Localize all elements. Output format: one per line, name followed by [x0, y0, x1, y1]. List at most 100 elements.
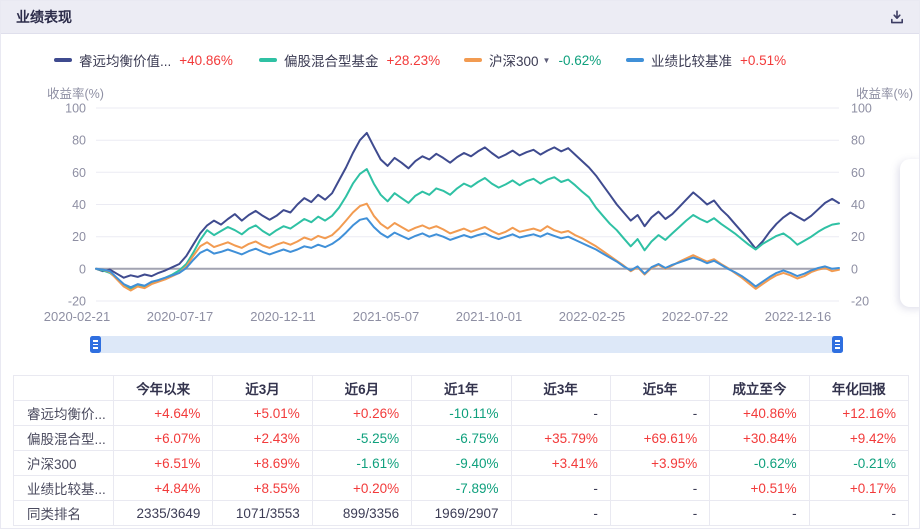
legend-series-name: 沪深300: [489, 54, 539, 69]
legend-series-return: -0.62%: [558, 52, 602, 68]
legend-line-marker: [464, 58, 482, 62]
svg-text:2022-07-22: 2022-07-22: [662, 309, 729, 324]
table-row: 睿远均衡价... +4.64% +5.01% +0.26% -10.11% - - +40.8…: [13, 400, 910, 426]
column-header: 近1年: [411, 375, 512, 401]
legend-series-name: 睿远均衡价值...: [79, 54, 172, 69]
value-cell: -0.62%: [709, 450, 810, 476]
value-cell: -: [808, 500, 910, 526]
svg-text:2022-02-25: 2022-02-25: [559, 309, 626, 324]
value-cell: -: [510, 400, 611, 426]
datazoom-handle-right[interactable]: [832, 336, 843, 353]
legend-item-4[interactable]: 业绩比较基准 +0.51%: [626, 52, 787, 69]
value-cell: 899/3356: [311, 500, 413, 526]
value-cell: -7.89%: [411, 475, 512, 501]
download-button[interactable]: [888, 8, 906, 26]
value-cell: -: [609, 400, 711, 426]
value-cell: +40.86%: [709, 400, 810, 426]
legend-series-return: +40.86%: [179, 52, 233, 68]
column-header: 近6月: [311, 375, 413, 401]
legend-item-2[interactable]: 偏股混合型基金 +28.23%: [259, 52, 441, 69]
legend-item-1[interactable]: 睿远均衡价值... +40.86%: [54, 52, 233, 69]
value-cell: +8.69%: [212, 450, 313, 476]
value-cell: -0.21%: [808, 450, 910, 476]
svg-text:0: 0: [79, 262, 86, 276]
value-cell: +3.41%: [510, 450, 611, 476]
value-cell: +8.55%: [212, 475, 313, 501]
value-cell: +5.01%: [212, 400, 313, 426]
y-axis-title-right: 收益率(%): [856, 87, 913, 101]
svg-text:-20: -20: [851, 295, 869, 309]
svg-text:80: 80: [72, 134, 86, 148]
svg-text:100: 100: [851, 102, 872, 116]
legend-series-return: +0.51%: [740, 52, 787, 68]
performance-table: 今年以来 近3月 近6月 近1年 近3年 近5年 成立至今 年化回报 睿远均衡价... +4.6…: [13, 375, 910, 526]
table-row: 业绩比较基... +4.84% +8.55% +0.20% -7.89% - - +0.51%…: [13, 475, 910, 501]
download-icon: [891, 10, 903, 24]
value-cell: -6.75%: [411, 425, 512, 451]
value-cell: +6.51%: [112, 450, 214, 476]
value-cell: +0.26%: [311, 400, 413, 426]
value-cell: -5.25%: [311, 425, 413, 451]
datazoom-track[interactable]: [96, 336, 837, 353]
svg-text:80: 80: [851, 134, 865, 148]
value-cell: 2335/3649: [112, 500, 214, 526]
row-label: 同类排名: [13, 500, 114, 526]
svg-text:100: 100: [65, 102, 86, 116]
chart-plot-area[interactable]: [96, 108, 839, 301]
y-axis-title-left: 收益率(%): [47, 87, 104, 101]
table-row: 沪深300 +6.51% +8.69% -1.61% -9.40% +3.41% +3.95…: [13, 450, 910, 476]
row-label: 沪深300: [13, 450, 114, 476]
table-header-row: 今年以来 近3月 近6月 近1年 近3年 近5年 成立至今 年化回报: [13, 375, 910, 401]
value-cell: -1.61%: [311, 450, 413, 476]
column-header: 年化回报: [808, 375, 910, 401]
value-cell: +12.16%: [808, 400, 910, 426]
value-cell: -10.11%: [411, 400, 512, 426]
panel-title: 业绩表现: [16, 9, 72, 25]
value-cell: +0.51%: [709, 475, 810, 501]
value-cell: 1969/2907: [411, 500, 512, 526]
svg-text:60: 60: [851, 166, 865, 180]
svg-text:40: 40: [851, 198, 865, 212]
legend-item-3[interactable]: 沪深300 ▼ -0.62%: [464, 52, 602, 69]
table-corner-cell: [13, 375, 114, 401]
value-cell: +30.84%: [709, 425, 810, 451]
column-header: 近3月: [212, 375, 313, 401]
value-cell: +35.79%: [510, 425, 611, 451]
value-cell: -: [510, 500, 611, 526]
value-cell: -: [609, 475, 711, 501]
datazoom-handle-left[interactable]: [90, 336, 101, 353]
chevron-down-icon[interactable]: ▼: [542, 55, 551, 65]
value-cell: +69.61%: [609, 425, 711, 451]
row-label: 业绩比较基...: [13, 475, 114, 501]
column-header: 今年以来: [112, 375, 214, 401]
table-row: 偏股混合型... +6.07% +2.43% -5.25% -6.75% +35.79% +…: [13, 425, 910, 451]
legend-line-marker: [54, 58, 72, 62]
svg-text:20: 20: [72, 230, 86, 244]
legend-series-name: 业绩比较基准: [651, 54, 732, 69]
value-cell: +2.43%: [212, 425, 313, 451]
value-cell: -: [709, 500, 810, 526]
row-label: 偏股混合型...: [13, 425, 114, 451]
legend-series-return: +28.23%: [386, 52, 441, 68]
svg-text:2021-05-07: 2021-05-07: [353, 309, 420, 324]
legend-series-name: 偏股混合型基金: [284, 54, 379, 69]
svg-text:2021-10-01: 2021-10-01: [456, 309, 523, 324]
svg-text:2020-02-21: 2020-02-21: [44, 309, 111, 324]
legend-line-marker: [626, 58, 644, 62]
column-header: 成立至今: [709, 375, 810, 401]
value-cell: 1071/3553: [212, 500, 313, 526]
svg-text:-20: -20: [68, 295, 86, 309]
value-cell: +6.07%: [112, 425, 214, 451]
value-cell: -: [609, 500, 711, 526]
value-cell: +4.64%: [112, 400, 214, 426]
collapsed-side-widget[interactable]: [900, 159, 919, 307]
column-header: 近3年: [510, 375, 611, 401]
value-cell: +0.20%: [311, 475, 413, 501]
value-cell: -9.40%: [411, 450, 512, 476]
legend-line-marker: [259, 58, 277, 62]
value-cell: +9.42%: [808, 425, 910, 451]
value-cell: +3.95%: [609, 450, 711, 476]
panel-header: 业绩表现: [1, 1, 919, 34]
